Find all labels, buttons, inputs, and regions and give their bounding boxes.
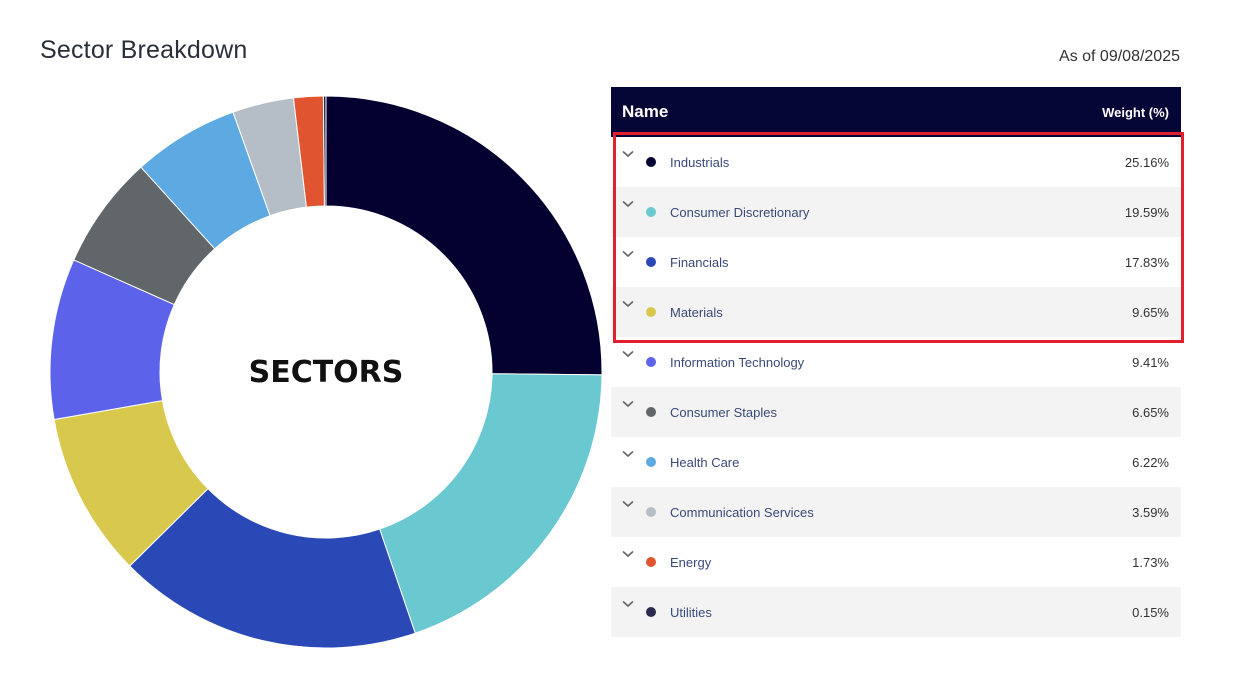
chevron-down-icon[interactable] — [621, 449, 635, 459]
table-row[interactable]: Materials 9.65% — [611, 287, 1181, 337]
sector-donut-chart: SECTORS — [50, 96, 602, 648]
table-body: Industrials 25.16% Consumer Discretionary 1… — [611, 137, 1181, 637]
sector-weight: 9.41% — [1132, 354, 1169, 370]
sector-name: Health Care — [670, 454, 740, 470]
chevron-down-icon[interactable] — [621, 249, 635, 259]
donut-slice-utilities[interactable] — [322, 96, 327, 207]
chevron-down-icon[interactable] — [621, 349, 635, 359]
page-title: Sector Breakdown — [40, 36, 248, 64]
table-row[interactable]: Consumer Staples 6.65% — [611, 387, 1181, 437]
sector-name: Industrials — [670, 154, 730, 170]
table-row[interactable]: Consumer Discretionary 19.59% — [611, 187, 1181, 237]
table-row[interactable]: Utilities 0.15% — [611, 587, 1181, 637]
sector-name: Information Technology — [670, 354, 805, 370]
chevron-down-icon[interactable] — [621, 499, 635, 509]
as-of-date: As of 09/08/2025 — [1059, 48, 1180, 65]
table-row[interactable]: Health Care 6.22% — [611, 437, 1181, 487]
sector-weight: 6.65% — [1132, 404, 1169, 420]
sector-table: Name Weight (%) Industrials 25.16% Consume… — [611, 87, 1181, 637]
sector-name: Utilities — [670, 604, 712, 620]
table-row[interactable]: Industrials 25.16% — [611, 137, 1181, 187]
sector-color-dot — [646, 157, 656, 167]
sector-color-dot — [646, 407, 656, 417]
chevron-down-icon[interactable] — [621, 549, 635, 559]
sector-weight: 25.16% — [1124, 154, 1169, 170]
sector-weight: 17.83% — [1124, 254, 1169, 270]
sector-weight: 9.65% — [1132, 304, 1169, 320]
sector-name: Financials — [670, 254, 729, 270]
chevron-down-icon[interactable] — [621, 199, 635, 209]
table-row[interactable]: Information Technology 9.41% — [611, 337, 1181, 387]
sector-name: Consumer Staples — [670, 404, 777, 420]
donut-center-label: SECTORS — [249, 355, 404, 390]
sector-weight: 6.22% — [1132, 454, 1169, 470]
sector-color-dot — [646, 457, 656, 467]
sector-name: Consumer Discretionary — [670, 204, 810, 220]
sector-weight: 0.15% — [1132, 604, 1169, 620]
table-row[interactable]: Energy 1.73% — [611, 537, 1181, 587]
table-row[interactable]: Financials 17.83% — [611, 237, 1181, 287]
chevron-down-icon[interactable] — [621, 149, 635, 159]
chevron-down-icon[interactable] — [621, 299, 635, 309]
donut-slices — [50, 96, 602, 648]
sector-weight: 19.59% — [1124, 204, 1169, 220]
donut-svg: SECTORS — [50, 96, 602, 648]
donut-slice-consumer-discretionary[interactable] — [379, 373, 602, 634]
sector-color-dot — [646, 207, 656, 217]
sector-weight: 3.59% — [1132, 504, 1169, 520]
sector-color-dot — [646, 557, 656, 567]
chevron-down-icon[interactable] — [621, 399, 635, 409]
sector-weight: 1.73% — [1132, 554, 1169, 570]
column-header-name: Name — [622, 102, 669, 121]
donut-slice-financials[interactable] — [129, 487, 416, 648]
table-header: Name Weight (%) — [611, 87, 1181, 137]
sector-color-dot — [646, 257, 656, 267]
donut-slice-industrials[interactable] — [325, 96, 602, 376]
chevron-down-icon[interactable] — [621, 599, 635, 609]
sector-name: Materials — [670, 304, 723, 320]
sector-color-dot — [646, 507, 656, 517]
column-header-weight: Weight (%) — [1102, 104, 1169, 120]
sector-color-dot — [646, 307, 656, 317]
table-row[interactable]: Communication Services 3.59% — [611, 487, 1181, 537]
sector-name: Communication Services — [670, 504, 814, 520]
sector-color-dot — [646, 357, 656, 367]
sector-name: Energy — [670, 554, 712, 570]
sector-color-dot — [646, 607, 656, 617]
